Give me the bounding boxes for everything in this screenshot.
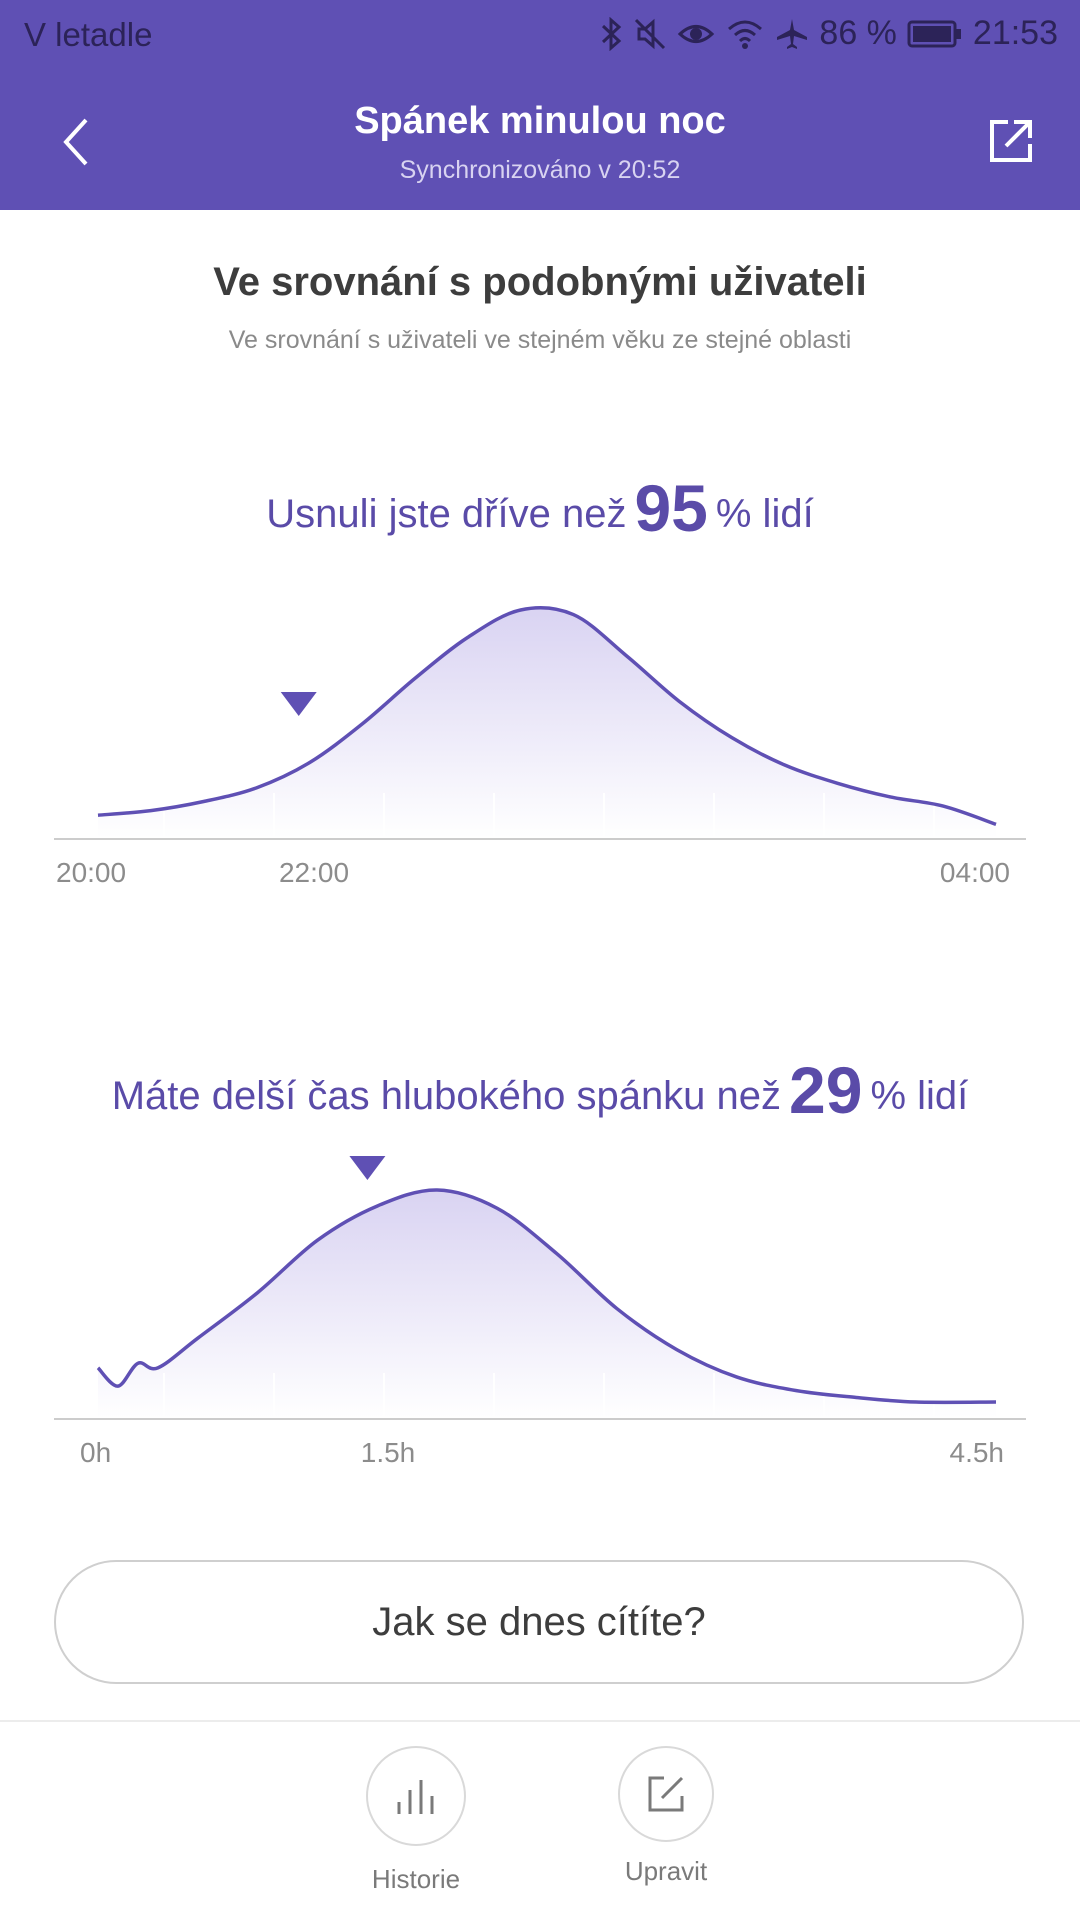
page-title: Spánek minulou noc <box>354 100 726 142</box>
stat-deep-sleep: Máte delší čas hlubokého spánku než 29% l… <box>0 1052 1080 1128</box>
battery-icon <box>907 19 963 49</box>
deep-sleep-chart: 0h 1.5h 4.5h <box>0 1150 1080 1480</box>
chart-area <box>98 607 996 838</box>
sync-status: Synchronizováno v 20:52 <box>399 156 681 184</box>
stat-prefix: Usnuli jste dříve než <box>266 492 627 536</box>
status-bar: V letadle 86 % 21:53 <box>0 0 1080 76</box>
stat-value: 95 <box>634 471 708 545</box>
user-marker <box>280 692 317 716</box>
share-icon[interactable] <box>986 116 1036 166</box>
deep-sleep-chart-svg: 0h 1.5h 4.5h <box>54 1156 1026 1468</box>
how-do-you-feel-button[interactable]: Jak se dnes cítíte? <box>54 1560 1024 1684</box>
wifi-icon <box>728 20 763 49</box>
edit-button[interactable] <box>618 1746 714 1842</box>
airplane-icon <box>777 18 808 49</box>
bar-chart-icon <box>397 1780 434 1814</box>
stat-fall-asleep: Usnuli jste dříve než 95% lidí <box>0 470 1080 546</box>
section-title: Ve srovnání s podobnými uživateli <box>213 260 867 304</box>
stat-value: 29 <box>789 1053 863 1127</box>
status-icons: 86 % 21:53 <box>599 14 1058 53</box>
bluetooth-icon <box>602 16 622 51</box>
history-button[interactable] <box>366 1746 466 1846</box>
divider <box>0 1720 1080 1722</box>
fall-asleep-chart: 20:00 22:00 04:00 <box>0 580 1080 900</box>
x-tick-label: 22:00 <box>279 857 349 888</box>
x-tick-label: 4.5h <box>950 1437 1005 1468</box>
chevron-left-icon[interactable] <box>56 114 104 170</box>
chart-line <box>97 606 997 826</box>
edit-icon <box>648 1776 684 1812</box>
section-subtitle: Ve srovnání s uživateli ve stejném věku … <box>228 326 852 354</box>
eye-icon <box>678 24 715 43</box>
mute-icon <box>635 18 666 49</box>
edit-label: Upravit <box>624 1856 708 1886</box>
clock: 21:53 <box>972 14 1058 52</box>
x-tick-label: 20:00 <box>56 857 126 888</box>
battery-percent: 86 % <box>819 14 897 52</box>
chart-line <box>96 1188 997 1405</box>
x-tick-label: 0h <box>80 1437 111 1468</box>
fall-asleep-chart-svg: 20:00 22:00 04:00 <box>54 606 1026 888</box>
x-tick-label: 1.5h <box>361 1437 416 1468</box>
stat-suffix: % lidí <box>715 492 814 536</box>
stat-prefix: Máte delší čas hlubokého spánku než <box>111 1074 782 1118</box>
app-header: V letadle 86 % 21:53 Spánek minulou noc … <box>0 0 1080 210</box>
stat-suffix: % lidí <box>870 1074 969 1118</box>
x-tick-label: 04:00 <box>940 857 1010 888</box>
carrier-label: V letadle <box>24 16 153 53</box>
history-label: Historie <box>371 1864 461 1894</box>
chart-area <box>98 1189 996 1418</box>
user-marker <box>349 1156 386 1180</box>
